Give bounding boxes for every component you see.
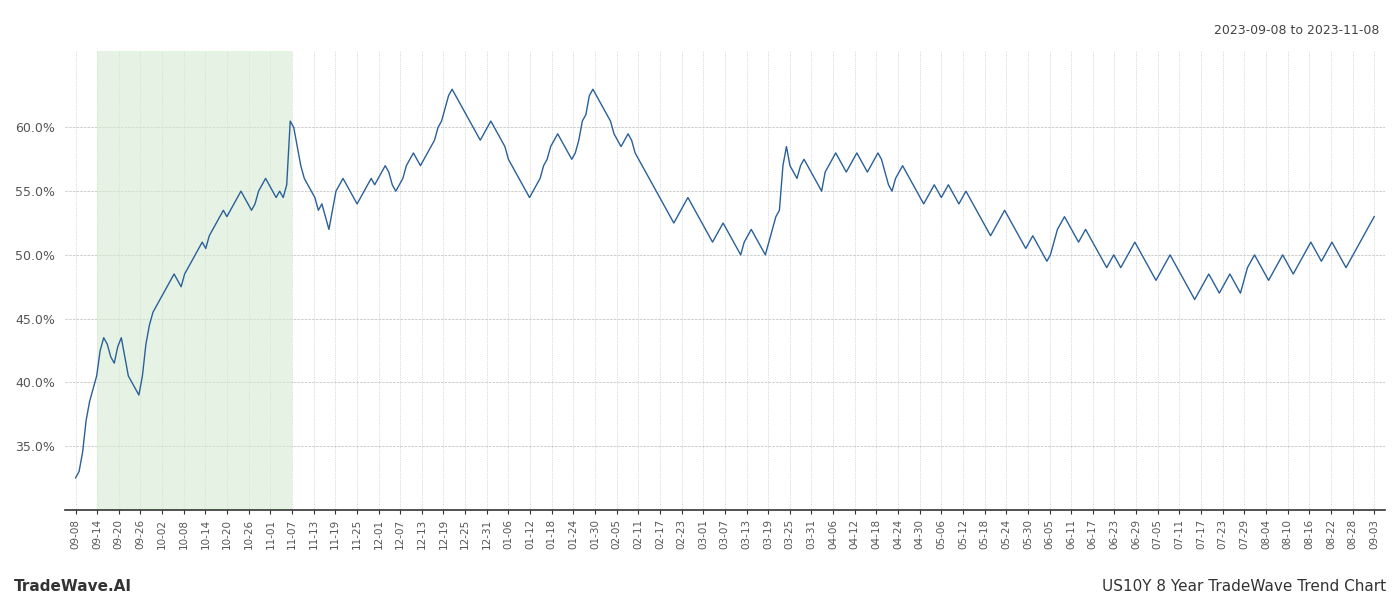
Text: 2023-09-08 to 2023-11-08: 2023-09-08 to 2023-11-08 bbox=[1214, 24, 1379, 37]
Text: TradeWave.AI: TradeWave.AI bbox=[14, 579, 132, 594]
Text: US10Y 8 Year TradeWave Trend Chart: US10Y 8 Year TradeWave Trend Chart bbox=[1102, 579, 1386, 594]
Bar bbox=[97, 51, 293, 510]
